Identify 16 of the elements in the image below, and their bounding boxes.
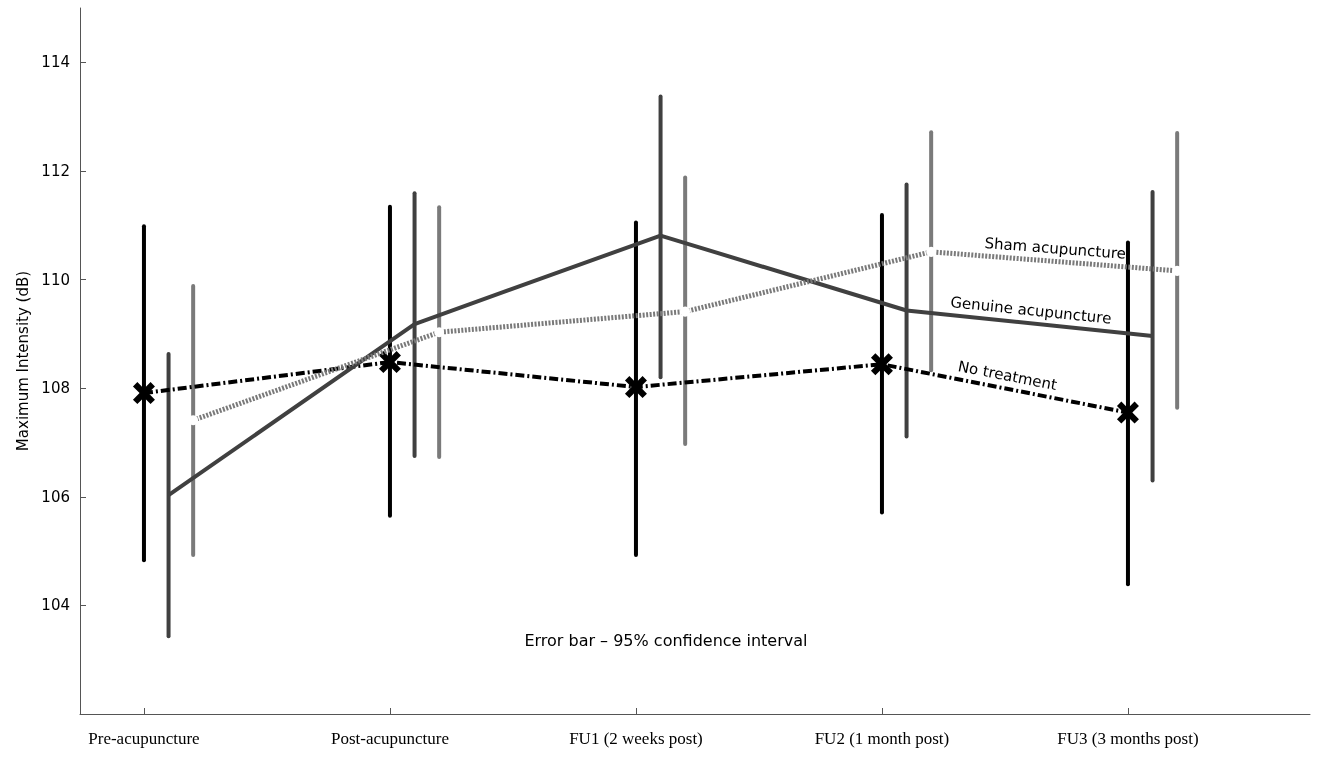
x-tick-label: FU3 (3 months post): [1057, 729, 1199, 748]
y-axis-title: Maximum Intensity (dB): [13, 270, 32, 452]
series-label: Sham acupuncture: [983, 233, 1127, 263]
y-tick-label: 104: [41, 596, 70, 615]
x-tick-label: Post-acupuncture: [330, 729, 449, 748]
x-tick-label: FU2 (1 month post): [814, 729, 950, 748]
text: No treatment: [956, 357, 1059, 395]
x-tick-label: FU1 (2 weeks post): [569, 729, 703, 748]
y-tick-label: 108: [41, 379, 70, 398]
x-tick-label: Pre-acupuncture: [88, 729, 200, 748]
annotation: Error bar – 95% confidence interval: [524, 630, 808, 650]
y-tick-label: 106: [41, 487, 70, 506]
y-tick-label: 114: [41, 53, 70, 72]
text: Genuine acupuncture: [949, 293, 1113, 328]
y-tick-label: 110: [41, 270, 70, 289]
y-tick-label: 112: [41, 161, 70, 180]
